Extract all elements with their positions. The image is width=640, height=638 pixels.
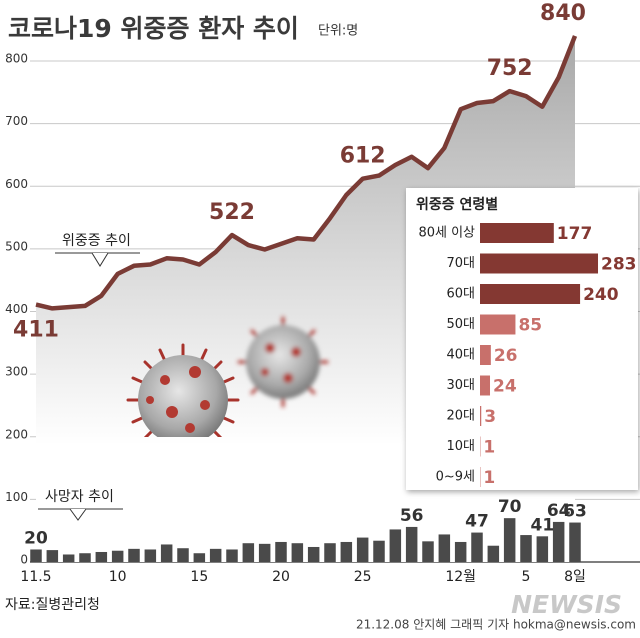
bar bbox=[226, 549, 238, 562]
bar bbox=[373, 541, 385, 562]
bar bbox=[488, 546, 500, 562]
y-tick-label: 100 bbox=[5, 490, 28, 504]
x-tick-label: 12월 bbox=[445, 569, 476, 585]
category-label: 0~9세 bbox=[436, 470, 475, 485]
value-label: 1 bbox=[483, 438, 495, 458]
category-label: 60대 bbox=[446, 287, 475, 302]
value-label: 1 bbox=[483, 468, 495, 488]
credit: 21.12.08 안지혜 그래픽 기자 hokma@newsis.com bbox=[356, 618, 636, 632]
value-label: 24 bbox=[493, 377, 517, 397]
y-tick-label: 0 bbox=[20, 553, 28, 567]
bar bbox=[292, 543, 304, 562]
bar bbox=[145, 549, 157, 562]
bar bbox=[455, 542, 467, 562]
y-tick-label: 800 bbox=[5, 52, 28, 66]
source: 자료:질병관리청 bbox=[5, 597, 100, 613]
bar bbox=[406, 527, 418, 562]
x-tick-label: 10 bbox=[109, 569, 127, 585]
value-label: 840 bbox=[540, 1, 586, 26]
x-tick-label: 15 bbox=[190, 569, 208, 585]
bar bbox=[480, 223, 554, 243]
y-tick-label: 200 bbox=[5, 427, 28, 441]
bar bbox=[520, 535, 532, 562]
bar bbox=[259, 544, 271, 562]
bar bbox=[112, 551, 124, 562]
category-label: 70대 bbox=[446, 256, 475, 271]
category-label: 40대 bbox=[446, 348, 475, 363]
category-label: 50대 bbox=[446, 317, 475, 332]
bar bbox=[161, 544, 173, 562]
value-label: 177 bbox=[557, 224, 593, 244]
bar bbox=[210, 549, 222, 562]
value-label: 26 bbox=[494, 346, 518, 366]
bar bbox=[128, 549, 140, 562]
value-label: 3 bbox=[484, 407, 496, 427]
virus-illustration-blurred bbox=[239, 318, 327, 406]
bar bbox=[480, 315, 515, 335]
value-label: 47 bbox=[465, 512, 489, 532]
value-label: 612 bbox=[340, 144, 386, 169]
value-label: 522 bbox=[209, 200, 255, 225]
bar bbox=[308, 547, 320, 562]
category-label: 10대 bbox=[446, 439, 475, 454]
bar bbox=[177, 548, 189, 562]
category-label: 20대 bbox=[446, 409, 475, 424]
bar bbox=[480, 254, 598, 274]
bar bbox=[480, 406, 481, 426]
bar bbox=[480, 376, 490, 396]
bar bbox=[30, 549, 42, 562]
logo: NEWSIS bbox=[511, 590, 622, 619]
y-tick-label: 500 bbox=[5, 239, 28, 253]
value-label: 20 bbox=[24, 528, 48, 548]
bar bbox=[553, 522, 565, 562]
bar bbox=[79, 553, 91, 562]
y-tick-label: 400 bbox=[5, 302, 28, 316]
bar bbox=[390, 529, 402, 562]
value-label: 56 bbox=[400, 506, 424, 526]
category-label: 30대 bbox=[446, 378, 475, 393]
value-label: 240 bbox=[583, 285, 619, 305]
bar bbox=[422, 541, 434, 562]
x-tick-label: 25 bbox=[354, 569, 372, 585]
y-tick-label: 600 bbox=[5, 177, 28, 191]
y-tick-label: 300 bbox=[5, 365, 28, 379]
value-label: 70 bbox=[498, 497, 522, 517]
bar bbox=[194, 553, 206, 562]
x-tick-label: 20 bbox=[272, 569, 290, 585]
x-tick-label: 5 bbox=[522, 569, 531, 585]
bar bbox=[439, 534, 451, 562]
value-label: 752 bbox=[487, 56, 533, 81]
annotation-pointer bbox=[92, 253, 108, 266]
bar bbox=[471, 533, 483, 562]
bar bbox=[480, 345, 491, 365]
x-tick-label: 8일 bbox=[564, 569, 586, 585]
bar bbox=[96, 552, 108, 562]
annotation: 위중증 추이 bbox=[62, 233, 131, 249]
bar bbox=[63, 554, 75, 562]
y-tick-label: 700 bbox=[5, 114, 28, 128]
unit-label: 단위:명 bbox=[318, 24, 358, 39]
age-inset: 위중증 연령별 80세 이상 177 70대 283 60대 240 50대 85 40대 26 3… bbox=[406, 188, 638, 490]
inset-title: 위중증 연령별 bbox=[416, 196, 498, 213]
bar bbox=[537, 536, 549, 562]
chart-title: 코로나19 위중증 환자 추이 bbox=[8, 14, 299, 43]
bar bbox=[504, 518, 515, 562]
line-annotation: 위중증 추이 bbox=[55, 233, 140, 266]
bar bbox=[324, 543, 336, 562]
bar bbox=[569, 523, 581, 562]
bar bbox=[275, 542, 287, 562]
bar bbox=[480, 284, 580, 304]
x-tick-label: 11.5 bbox=[20, 569, 51, 585]
value-label: 411 bbox=[13, 318, 59, 343]
bar bbox=[341, 542, 353, 562]
bar bbox=[243, 543, 255, 562]
category-label: 80세 이상 bbox=[418, 226, 475, 241]
bar bbox=[47, 550, 59, 562]
bar bbox=[357, 538, 369, 562]
value-label: 283 bbox=[601, 255, 637, 275]
value-label: 85 bbox=[518, 316, 542, 336]
annotation: 사망자 추이 bbox=[45, 489, 114, 505]
value-label: 63 bbox=[563, 502, 587, 522]
